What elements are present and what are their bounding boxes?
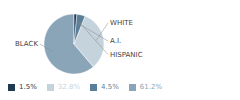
html-text:4.5%: 4.5% (101, 83, 119, 91)
svg-text:WHITE: WHITE (110, 19, 133, 27)
html-text:32.8%: 32.8% (57, 83, 80, 91)
svg-text:BLACK: BLACK (15, 40, 38, 48)
html-text:1.5%: 1.5% (19, 83, 37, 91)
svg-text:A.I.: A.I. (110, 37, 121, 45)
svg-text:HISPANIC: HISPANIC (110, 51, 143, 59)
html-text:61.2%: 61.2% (139, 83, 163, 91)
